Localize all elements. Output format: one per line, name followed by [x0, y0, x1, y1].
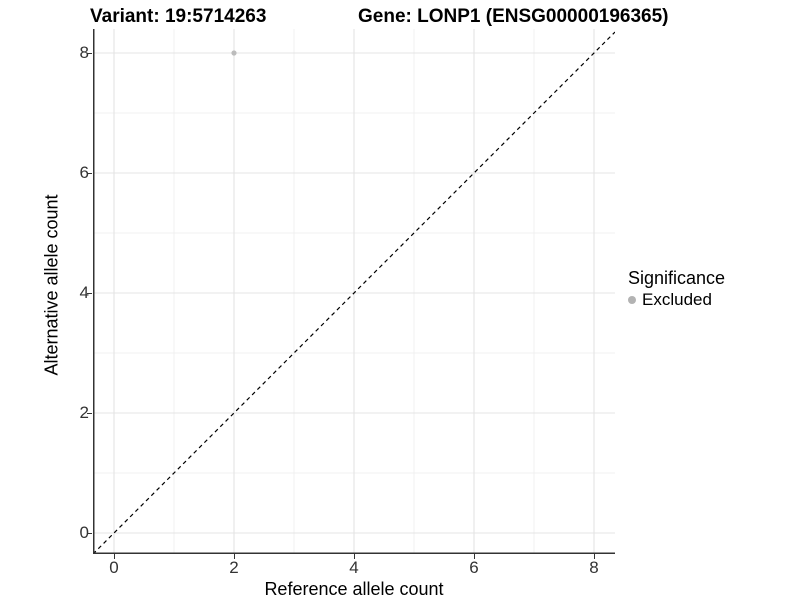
- excluded-point-icon: [628, 296, 636, 304]
- x-tick-label: 6: [469, 558, 479, 577]
- y-tick-mark: [87, 172, 92, 174]
- legend: Significance Excluded: [628, 267, 725, 310]
- y-tick-mark: [87, 52, 92, 54]
- y-tick-mark: [87, 412, 92, 414]
- legend-item-label: Excluded: [642, 290, 712, 309]
- data-point-excluded: [231, 50, 237, 56]
- identity-dashed-line: [92, 31, 616, 555]
- x-tick-label: 4: [349, 558, 359, 577]
- x-tick-label: 0: [109, 558, 119, 577]
- x-tick-mark: [353, 554, 355, 559]
- legend-title: Significance: [628, 268, 726, 288]
- plot-canvas: [92, 29, 616, 555]
- plot-title-variant: Variant: 19:5714263: [90, 6, 267, 27]
- x-tick-mark: [593, 554, 595, 559]
- x-tick-mark: [113, 554, 115, 559]
- x-tick-label: 8: [589, 558, 599, 577]
- y-tick-label: 4: [79, 283, 89, 302]
- y-tick-mark: [87, 292, 92, 294]
- y-tick-label: 0: [79, 523, 89, 542]
- y-tick-mark: [87, 532, 92, 534]
- x-tick-mark: [233, 554, 235, 559]
- legend-item-excluded: Excluded: [628, 290, 725, 310]
- x-tick-label: 2: [229, 558, 239, 577]
- plot-title-gene: Gene: LONP1 (ENSG00000196365): [358, 6, 669, 27]
- x-axis-title: Reference allele count: [264, 579, 444, 599]
- plot-panel: [92, 29, 616, 555]
- x-tick-mark: [473, 554, 475, 559]
- y-tick-label: 6: [79, 163, 89, 182]
- y-tick-label: 8: [79, 43, 89, 62]
- y-tick-label: 2: [79, 403, 89, 422]
